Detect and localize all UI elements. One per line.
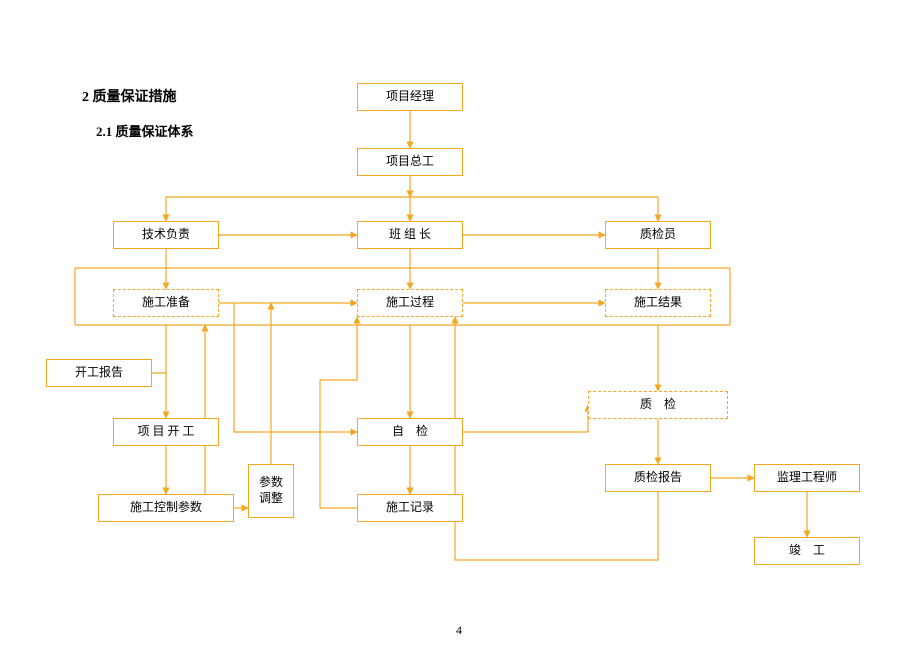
edge-2 [166, 197, 410, 221]
node-qc: 质检员 [605, 221, 711, 249]
node-supervisor: 监理工程师 [754, 464, 860, 492]
node-start: 项 目 开 工 [113, 418, 219, 446]
edge-29 [463, 405, 588, 432]
node-report: 开工报告 [46, 359, 152, 387]
node-record: 施工记录 [357, 494, 463, 522]
node-selfchk: 自 检 [357, 418, 463, 446]
edge-33 [234, 303, 357, 432]
node-tech: 技术负责 [113, 221, 219, 249]
node-prep: 施工准备 [113, 289, 219, 317]
page-number: 4 [456, 623, 462, 638]
node-chief: 项目总工 [357, 148, 463, 176]
node-adjust: 参数 调整 [248, 464, 294, 518]
node-params: 施工控制参数 [98, 494, 234, 522]
edge-32 [455, 317, 658, 560]
node-result: 施工结果 [605, 289, 711, 317]
edge-19 [152, 373, 166, 418]
node-inspect: 质 检 [588, 391, 728, 419]
node-team: 班 组 长 [357, 221, 463, 249]
edge-26 [320, 317, 357, 508]
edge-4 [410, 197, 658, 221]
heading-2: 2.1 质量保证体系 [96, 121, 194, 140]
heading-1: 2 质量保证措施 [82, 86, 177, 106]
node-proc: 施工过程 [357, 289, 463, 317]
node-complete: 竣 工 [754, 537, 860, 565]
node-qcreport: 质检报告 [605, 464, 711, 492]
node-pm: 项目经理 [357, 83, 463, 111]
